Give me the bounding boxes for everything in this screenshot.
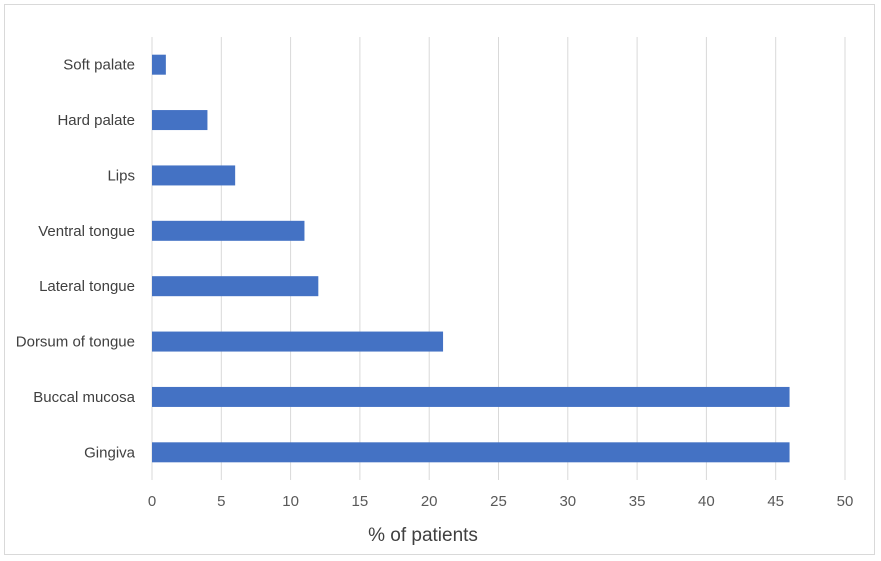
x-tick-label: 15 [352,493,369,510]
x-tick-label: 35 [629,493,646,510]
category-label: Gingiva [84,444,136,461]
bar-ventral-tongue [152,220,305,241]
category-label: Buccal mucosa [33,389,135,406]
category-label: Dorsum of tongue [16,334,135,351]
bar-lateral-tongue [152,276,319,297]
chart-frame [4,4,875,555]
x-tick-label: 50 [837,493,854,510]
x-tick-label: 10 [282,493,299,510]
category-labels: Gingiva Buccal mucosa Dorsum of tongue Late… [16,57,136,462]
bar-dorsum-of-tongue [152,331,444,352]
category-label: Lips [107,167,135,184]
x-tick-label: 30 [559,493,576,510]
category-label: Lateral tongue [39,278,135,295]
category-label: Soft palate [63,57,135,74]
bar-buccal-mucosa [152,386,790,407]
x-tick-label: 20 [421,493,438,510]
x-tick-label: 25 [490,493,507,510]
bar-hard-palate [152,110,208,131]
bar-soft-palate [152,54,166,75]
bar-lips [152,165,236,186]
x-tick-labels: 0 5 10 15 20 25 30 35 40 45 50 [148,493,854,510]
gridlines [151,37,846,480]
bars [152,54,790,463]
x-tick-label: 40 [698,493,715,510]
bar-gingiva [152,442,790,463]
x-tick-label: 0 [148,493,156,510]
category-label: Ventral tongue [38,223,135,240]
category-label: Hard palate [57,112,135,129]
x-tick-label: 45 [767,493,784,510]
x-tick-label: 5 [217,493,225,510]
x-axis-label: % of patients [368,525,478,546]
